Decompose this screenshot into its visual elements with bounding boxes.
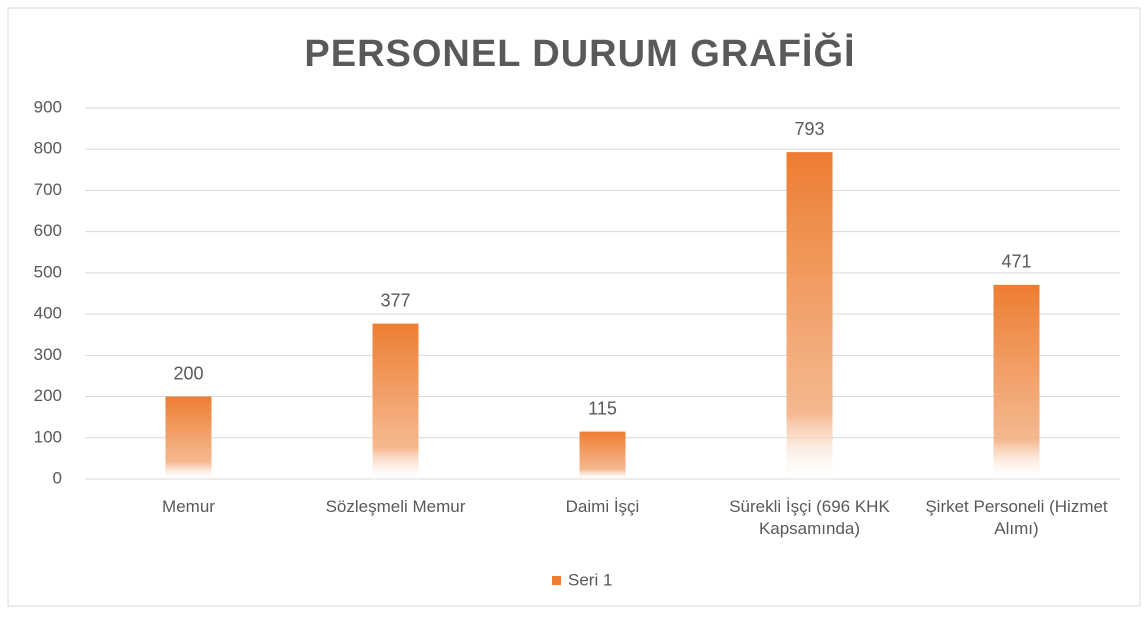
y-tick-label: 400: [34, 304, 62, 323]
legend-swatch: [552, 576, 561, 585]
bar: [993, 284, 1040, 479]
bar: [165, 396, 212, 479]
x-tick-label-box: Daimi İşçi: [565, 497, 640, 516]
x-tick-label: Sürekli İşçi (696 KHK Kapsamında): [729, 497, 890, 538]
y-tick-label: 900: [34, 97, 62, 116]
x-tick-label-box: Sözleşmeli Memur: [325, 497, 466, 516]
y-tick-label: 800: [34, 139, 62, 158]
y-tick-label: 100: [34, 427, 62, 446]
bar: [786, 152, 833, 479]
x-tick-label: Memur: [162, 497, 215, 516]
legend-label: Seri 1: [568, 570, 612, 589]
bar: [579, 431, 626, 479]
bar: [372, 323, 419, 479]
y-tick-label: 200: [34, 386, 62, 405]
data-label: 115: [588, 398, 617, 418]
y-tick-label: 500: [34, 262, 62, 281]
x-tick-label-box: Şirket Personeli (Hizmet Alımı): [925, 497, 1108, 538]
data-label: 793: [794, 119, 824, 139]
x-tick-label: Şirket Personeli (Hizmet Alımı): [925, 497, 1108, 538]
y-tick-label: 300: [34, 345, 62, 364]
x-tick-label-box: Memur: [162, 497, 215, 516]
chart-title: PERSONEL DURUM GRAFİĞİ: [304, 31, 855, 75]
y-tick-label: 600: [34, 221, 62, 240]
data-label: 471: [1001, 252, 1031, 272]
data-label: 377: [380, 290, 410, 310]
data-label: 200: [173, 363, 203, 383]
x-tick-label-box: Sürekli İşçi (696 KHK Kapsamında): [729, 497, 890, 538]
y-tick-label: 0: [53, 468, 62, 487]
x-tick-label: Daimi İşçi: [565, 497, 640, 516]
y-tick-label: 700: [34, 180, 62, 199]
x-tick-label: Sözleşmeli Memur: [325, 497, 466, 516]
